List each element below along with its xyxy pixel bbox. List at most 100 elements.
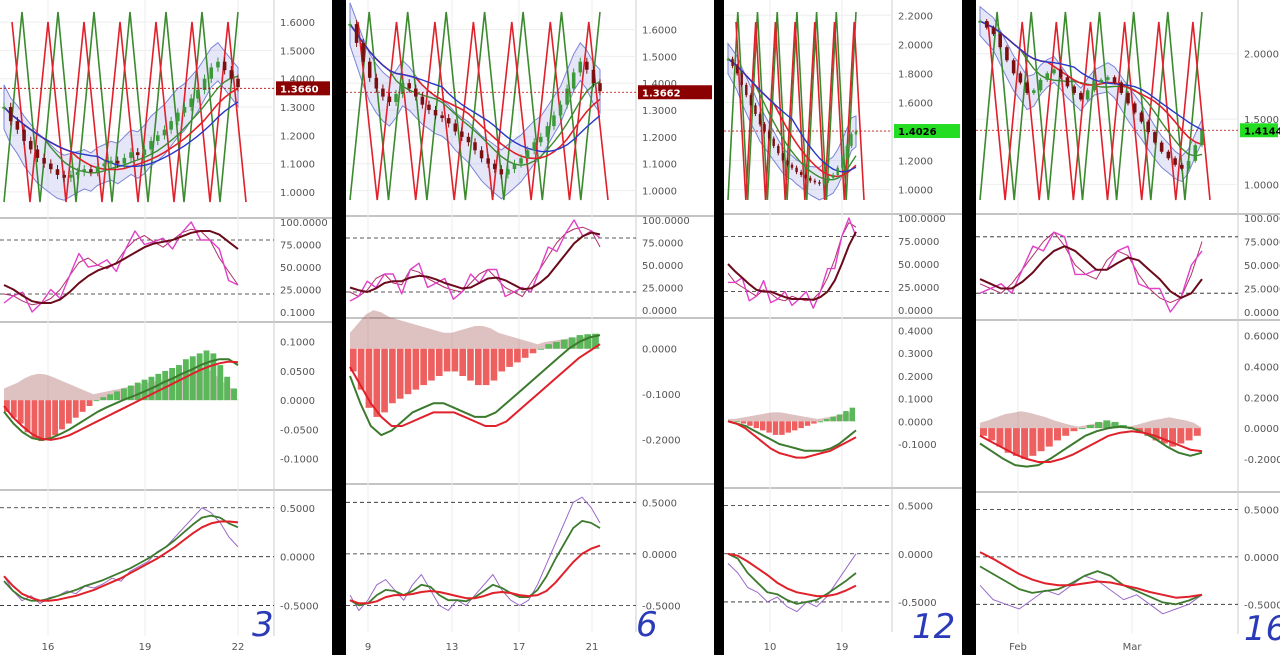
candle bbox=[1045, 73, 1050, 80]
candle bbox=[790, 164, 794, 168]
macd-histogram-bar bbox=[231, 388, 237, 401]
stoch-d-line bbox=[3, 230, 239, 304]
macd-histogram-bar bbox=[1144, 428, 1152, 436]
candle bbox=[854, 131, 858, 135]
macd-tick-label: 0.3000 bbox=[898, 349, 933, 360]
candle bbox=[1058, 69, 1063, 78]
osc-tick-label: 0.0000 bbox=[1244, 553, 1279, 564]
stoch-tick-label: 75.0000 bbox=[642, 239, 683, 250]
stoch-tick-label: 25.0000 bbox=[1244, 285, 1280, 296]
macd-histogram-bar bbox=[141, 379, 148, 401]
osc-fast-line bbox=[979, 575, 1203, 615]
candle bbox=[1065, 77, 1070, 87]
macd-tick-label: 0.0500 bbox=[280, 367, 315, 378]
candle bbox=[453, 123, 458, 132]
candle bbox=[1126, 92, 1130, 104]
osc-tick-label: -0.5000 bbox=[1244, 600, 1280, 611]
osc-tick-label: 0.0000 bbox=[642, 550, 677, 561]
price-tick-label: 1.6000 bbox=[280, 18, 315, 29]
macd-tick-label: 0.6000 bbox=[1244, 332, 1279, 343]
candle bbox=[499, 169, 504, 175]
candle bbox=[55, 169, 60, 175]
candle bbox=[473, 142, 477, 151]
candle bbox=[1092, 82, 1097, 91]
macd-histogram-bar bbox=[114, 391, 120, 401]
moving-average-blue bbox=[3, 101, 239, 168]
candle bbox=[361, 42, 365, 62]
macd-histogram-bar bbox=[1152, 428, 1160, 441]
macd-tick-label: 0.0000 bbox=[898, 417, 933, 428]
candle bbox=[545, 126, 550, 137]
macd-histogram-bar bbox=[798, 421, 804, 429]
macd-tick-label: 0.2000 bbox=[1244, 393, 1279, 404]
candle bbox=[8, 107, 13, 122]
macd-histogram-bar bbox=[785, 421, 792, 433]
macd-histogram-bar bbox=[740, 421, 747, 424]
x-tick-label: 10 bbox=[764, 642, 777, 653]
macd-histogram-bar bbox=[412, 348, 420, 390]
price-tick-label: 1.2000 bbox=[642, 133, 677, 144]
candle bbox=[1173, 158, 1177, 165]
macd-histogram-bar bbox=[17, 400, 24, 424]
candle bbox=[1025, 82, 1029, 93]
candle bbox=[539, 136, 543, 143]
macd-tick-label: -0.0500 bbox=[280, 425, 319, 436]
last-price-label: 1.4026 bbox=[898, 127, 937, 138]
candle bbox=[82, 169, 87, 173]
x-tick-label: 16 bbox=[42, 642, 55, 653]
candle bbox=[62, 174, 66, 178]
macd-histogram-bar bbox=[568, 337, 576, 349]
osc-tick-label: 0.5000 bbox=[280, 504, 315, 515]
swing-line-red bbox=[987, 21, 1211, 201]
macd-histogram-bar bbox=[357, 348, 365, 390]
macd-histogram-bar bbox=[482, 348, 490, 386]
macd-histogram-bar bbox=[155, 373, 162, 401]
x-tick-label: 19 bbox=[836, 642, 849, 653]
candle bbox=[22, 129, 26, 141]
osc-tick-label: 0.5000 bbox=[898, 502, 933, 513]
macd-shadow bbox=[350, 310, 600, 349]
candle bbox=[822, 180, 826, 184]
candle bbox=[135, 152, 140, 156]
candle bbox=[69, 174, 73, 178]
macd-histogram-bar bbox=[127, 385, 134, 401]
macd-histogram-bar bbox=[1193, 428, 1201, 436]
macd-tick-label: 0.0000 bbox=[1244, 424, 1279, 435]
osc-slow-line bbox=[349, 520, 601, 607]
candle bbox=[1153, 132, 1157, 143]
macd-histogram-bar bbox=[1070, 428, 1078, 432]
stoch-tick-label: 25.0000 bbox=[642, 284, 683, 295]
macd-tick-label: -0.1000 bbox=[280, 455, 319, 466]
macd-histogram-bar bbox=[811, 421, 817, 424]
candle bbox=[795, 167, 798, 173]
candle bbox=[850, 134, 853, 146]
x-tick-label: 22 bbox=[232, 642, 245, 653]
macd-line bbox=[349, 334, 601, 437]
candle bbox=[155, 135, 160, 141]
osc-tick-label: -0.5000 bbox=[642, 601, 681, 612]
stoch-tick-label: 0.0000 bbox=[898, 306, 933, 317]
candle bbox=[149, 140, 153, 150]
swing-line-green bbox=[349, 11, 601, 201]
stoch-tick-label: 50.0000 bbox=[1244, 261, 1280, 272]
candle bbox=[189, 98, 193, 107]
macd-histogram-bar bbox=[1185, 428, 1193, 441]
stoch-tick-label: 25.0000 bbox=[898, 283, 939, 294]
stoch-tick-label: 75.0000 bbox=[1244, 238, 1280, 249]
stoch-tick-label: 75.0000 bbox=[898, 237, 939, 248]
moving-average-green bbox=[349, 23, 601, 167]
macd-signal-line bbox=[979, 430, 1203, 463]
macd-histogram-bar bbox=[420, 348, 427, 386]
macd-histogram-bar bbox=[475, 348, 482, 386]
macd-histogram-bar bbox=[1037, 428, 1045, 452]
macd-histogram-bar bbox=[107, 394, 114, 401]
candle bbox=[89, 169, 93, 173]
macd-tick-label: 0.1000 bbox=[280, 338, 315, 349]
candle bbox=[726, 58, 730, 61]
macd-histogram-bar bbox=[428, 348, 435, 381]
macd-histogram-bar bbox=[560, 339, 568, 349]
macd-histogram-bar bbox=[980, 428, 987, 436]
candle bbox=[758, 113, 762, 125]
price-tick-label: 1.8000 bbox=[898, 69, 933, 80]
last-price-tag bbox=[1240, 123, 1278, 138]
